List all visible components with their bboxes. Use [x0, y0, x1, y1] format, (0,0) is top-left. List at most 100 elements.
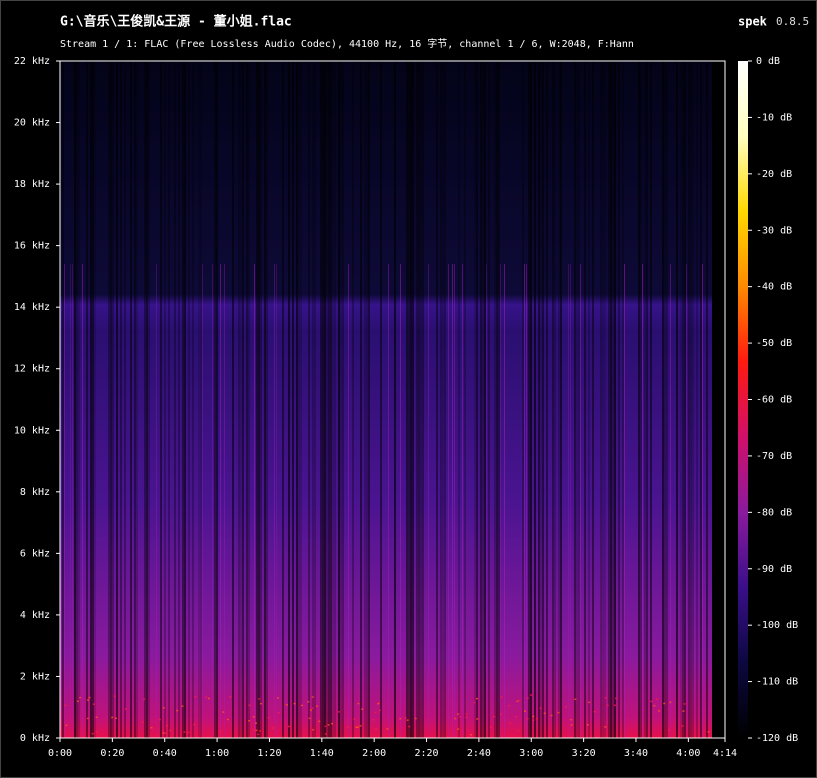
colorbar-tick-label: -100 dB — [756, 620, 798, 631]
colorbar-tick-label: -110 dB — [756, 677, 798, 688]
spectrum-column — [618, 61, 620, 738]
spectrum-column — [534, 61, 536, 738]
spectrum-column — [260, 61, 262, 738]
spectrum-peak — [532, 719, 535, 721]
spectrum-column — [484, 61, 486, 738]
spectrum-peak — [386, 728, 389, 730]
x-tick-label: 3:20 — [572, 748, 596, 759]
spectrum-peak — [355, 726, 358, 728]
spectrum-peak — [457, 728, 460, 730]
spectrum-peak — [614, 697, 617, 700]
spectrum-column — [570, 264, 571, 738]
spectrum-peak — [681, 725, 684, 727]
spectrum-peak — [252, 716, 255, 718]
spectrum-peak — [500, 696, 503, 698]
x-tick-label: 1:00 — [205, 748, 229, 759]
spectrum-peak — [169, 729, 172, 732]
y-tick-label: 12 kHz — [14, 364, 50, 375]
spectrum-peak — [378, 709, 381, 712]
spectrum-peak — [257, 733, 260, 736]
spectrum-column — [380, 61, 382, 738]
spectrum-column — [538, 61, 540, 738]
spectrum-peak — [374, 711, 377, 714]
spectrum-peak — [187, 731, 190, 734]
spectrum-column — [522, 61, 524, 738]
spectrum-column — [78, 61, 80, 738]
spectrum-column — [702, 264, 703, 738]
spectrum-peak — [260, 702, 262, 705]
x-tick-label: 3:40 — [624, 748, 648, 759]
spectrum-peak — [361, 708, 364, 710]
spectrum-peak — [465, 716, 468, 719]
spectrum-column — [298, 61, 300, 738]
spectrum-peak — [64, 704, 67, 707]
spectrum-column — [448, 264, 449, 738]
colorbar-tick-label: -50 dB — [756, 338, 792, 349]
spectrum-peak — [76, 700, 79, 702]
spectrum-peak — [141, 721, 144, 723]
spectrum-column — [412, 61, 414, 738]
y-tick-label: 10 kHz — [14, 425, 50, 436]
spectrum-column — [360, 61, 362, 738]
spectrum-column — [120, 61, 122, 738]
spectrum-column — [462, 264, 463, 738]
spectrum-column — [90, 61, 92, 738]
x-tick-label: 0:40 — [153, 748, 177, 759]
colorbar-tick-label: -20 dB — [756, 169, 792, 180]
spectrum-column — [224, 264, 225, 738]
spectrum-column — [308, 61, 310, 738]
spectrum-column — [440, 61, 442, 738]
file-title: G:\音乐\王俊凯&王源 - 董小姐.flac — [60, 14, 292, 30]
spectrum-column — [72, 264, 73, 738]
spectrum — [60, 61, 712, 738]
spectrum-column — [258, 61, 260, 738]
spectrum-column — [62, 61, 64, 738]
spectrum-column — [496, 61, 498, 738]
spectrum-column — [418, 61, 420, 738]
spectrum-peak — [79, 696, 82, 699]
spectrum-peak — [115, 717, 117, 719]
spectrum-column — [366, 61, 368, 738]
spectrum-column — [494, 61, 496, 738]
y-tick-label: 6 kHz — [20, 548, 50, 559]
spectrum-peak — [655, 698, 658, 700]
spectrum-peak — [517, 729, 520, 732]
spectrum-column — [406, 61, 408, 738]
spectrum-peak — [532, 715, 535, 718]
spectrum-peak — [399, 717, 402, 720]
spectrum-peak — [181, 705, 184, 707]
spectrum-peak — [526, 717, 529, 720]
spectrum-peak — [86, 717, 89, 720]
spectrum-peak — [500, 713, 503, 715]
spectrum-peak — [222, 711, 225, 713]
spectrum-column — [348, 264, 349, 738]
spectrum-column — [524, 264, 525, 738]
spectrum-column — [330, 61, 332, 738]
spectrum-column — [124, 61, 126, 738]
x-tick-label: 1:40 — [310, 748, 334, 759]
spectrum-peak — [183, 731, 186, 733]
spectrum-column — [608, 61, 610, 738]
spectrum-column — [264, 61, 266, 738]
spectrum-peak — [301, 704, 303, 707]
spectrum-peak — [253, 728, 256, 731]
spectrum-peak — [516, 700, 519, 703]
spectrum-column — [422, 61, 424, 738]
spectrum-column — [458, 61, 460, 738]
spectrum-peak — [518, 699, 521, 702]
spectrum-peak — [311, 707, 314, 709]
spectrum-column — [364, 61, 366, 738]
spectrum-column — [288, 61, 290, 738]
spectrum-peak — [293, 702, 296, 705]
spectrum-peak — [459, 716, 461, 718]
spectrum-peak — [470, 734, 472, 736]
spectrum-column — [558, 61, 560, 738]
spectrum-column — [136, 61, 138, 738]
spectrum-column — [232, 61, 234, 738]
spectrum-peak — [683, 703, 686, 705]
spectrum-column — [328, 61, 330, 738]
spectrum-column — [444, 61, 446, 738]
spectrum-peak — [194, 696, 197, 698]
spectrum-column — [488, 61, 490, 738]
